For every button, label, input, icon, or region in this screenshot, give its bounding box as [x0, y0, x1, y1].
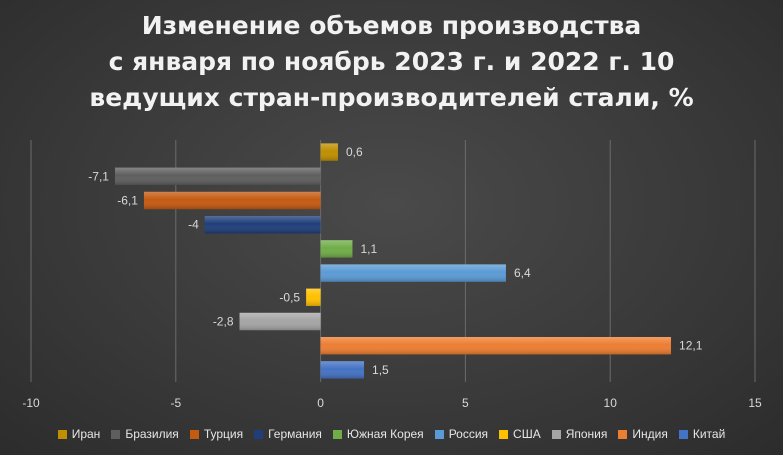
- x-tick-label: 0: [317, 396, 324, 410]
- legend-swatch: [618, 429, 628, 439]
- legend-label: Германия: [268, 427, 322, 441]
- bar: [320, 336, 672, 355]
- legend-label: Индия: [632, 427, 668, 441]
- bar: [320, 361, 365, 379]
- legend-item: Япония: [551, 427, 608, 441]
- bars: [114, 143, 672, 379]
- bar-value-label: 12,1: [679, 339, 703, 353]
- bar-shade: [320, 361, 365, 379]
- bar-value-label: -4: [188, 218, 199, 232]
- bar-value-label: 1,1: [360, 242, 377, 256]
- legend-swatch: [57, 429, 67, 439]
- legend-label: Южная Корея: [346, 427, 424, 441]
- x-tick-label: 15: [748, 396, 762, 410]
- legend-label: Япония: [565, 427, 608, 441]
- chart-title-line-2: с января по ноябрь 2023 г. и 2022 г. 10: [108, 47, 675, 76]
- bar-shade: [143, 191, 321, 210]
- bar-value-label: -6,1: [117, 194, 138, 208]
- bar-shade: [320, 264, 506, 282]
- x-axis: -10 -5 0 5 10 15: [22, 396, 762, 410]
- bar: [114, 167, 321, 186]
- legend-swatch: [678, 429, 688, 439]
- legend-swatch: [434, 429, 444, 439]
- legend-item: Иран: [57, 427, 101, 441]
- bar-value-label: -0,5: [279, 290, 300, 304]
- bar-value-label: 6,4: [514, 266, 531, 280]
- legend-item: Турция: [189, 427, 244, 441]
- bar-labels: 0,6 -7,1 -6,1 -4 1,1 6,4 -0,5 -2,8 12,1 1,5: [88, 145, 702, 377]
- legend: Иран Бразилия Турция Германия Южная Корея Рос…: [0, 427, 783, 441]
- legend-label: Турция: [203, 427, 244, 441]
- bar: [239, 312, 321, 331]
- legend-item: Россия: [434, 427, 489, 441]
- bar: [143, 191, 321, 210]
- bar-value-label: -7,1: [88, 169, 109, 183]
- bar-shade: [320, 336, 672, 355]
- bar-value-label: -2,8: [213, 315, 234, 329]
- bar: [320, 240, 353, 258]
- legend-swatch: [332, 429, 342, 439]
- legend-label: Китай: [692, 427, 726, 441]
- bar-shade: [306, 288, 321, 307]
- chart-title: Изменение объемов производства с января …: [0, 8, 783, 116]
- bar-value-label: 0,6: [346, 145, 363, 159]
- legend-swatch: [499, 429, 509, 439]
- bar: [204, 215, 321, 234]
- bar: [306, 288, 321, 307]
- legend-item: Индия: [618, 427, 668, 441]
- bar-shade: [320, 143, 338, 161]
- legend-swatch: [551, 429, 561, 439]
- bar-shade: [114, 167, 321, 186]
- x-tick-label: 10: [604, 396, 618, 410]
- legend-swatch: [189, 429, 199, 439]
- bar-shade: [320, 240, 353, 258]
- legend-item: Германия: [254, 427, 322, 441]
- legend-label: США: [513, 427, 541, 441]
- legend-label: Бразилия: [125, 427, 179, 441]
- legend-item: США: [499, 427, 541, 441]
- legend-swatch: [254, 429, 264, 439]
- legend-item: Бразилия: [111, 427, 179, 441]
- bar-value-label: 1,5: [372, 363, 389, 377]
- legend-item: Китай: [678, 427, 726, 441]
- bar: [320, 143, 338, 161]
- bar: [320, 264, 506, 282]
- x-tick-label: -5: [170, 396, 181, 410]
- legend-swatch: [111, 429, 121, 439]
- legend-item: Южная Корея: [332, 427, 424, 441]
- x-tick-label: -10: [22, 396, 40, 410]
- chart-title-line-1: Изменение объемов производства: [141, 11, 642, 40]
- bar-shade: [204, 215, 321, 234]
- legend-label: Иран: [71, 427, 101, 441]
- bar-shade: [239, 312, 321, 331]
- legend-label: Россия: [448, 427, 489, 441]
- chart-title-line-3: ведущих стран-производителей стали, %: [89, 83, 694, 112]
- x-tick-label: 5: [462, 396, 469, 410]
